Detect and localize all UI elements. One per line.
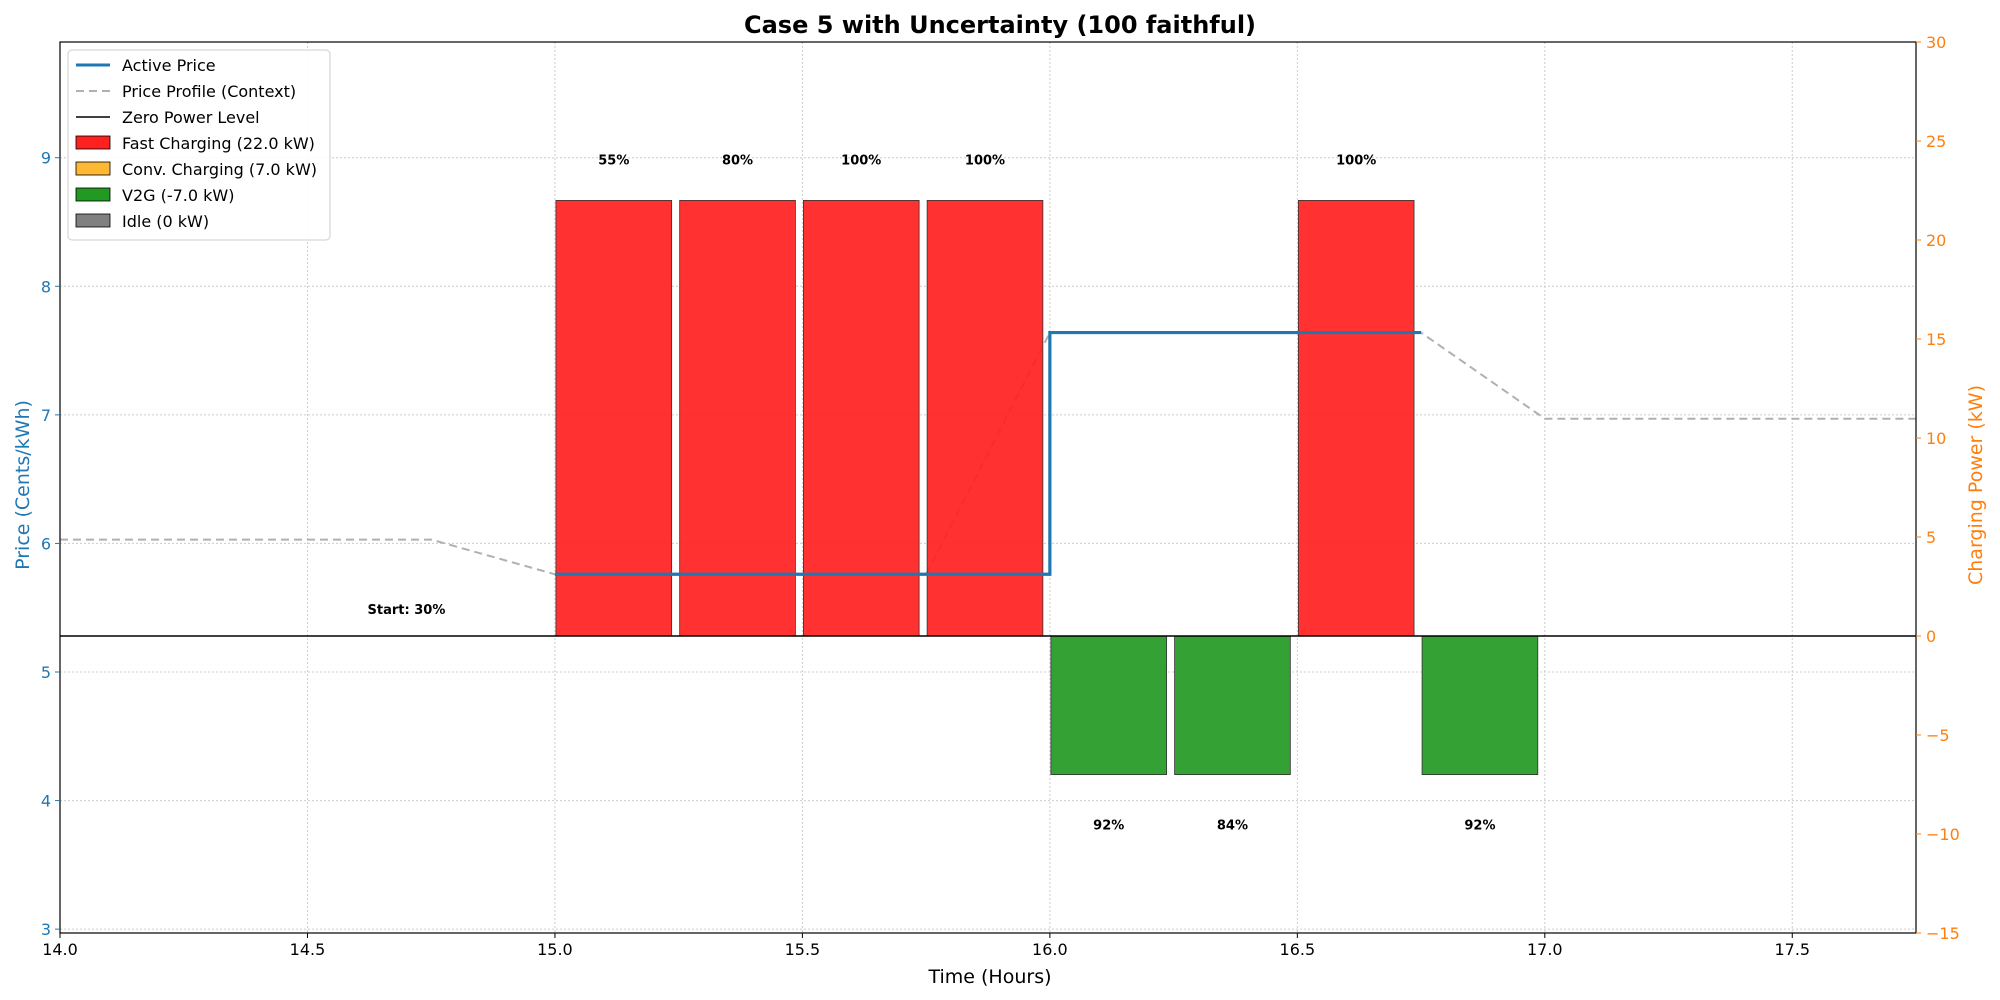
bar-soc-label: 100% [841, 153, 881, 168]
y-axis-label-left: Price (Cents/kWh) [12, 400, 34, 570]
x-tick-label: 14.5 [290, 940, 326, 959]
y-right-tick-label: 20 [1926, 231, 1946, 250]
bar-v2g-7 [1421, 635, 1539, 776]
legend: Active Price Price Profile (Context) Zero … [67, 49, 331, 241]
y-right-tick-label: −10 [1926, 825, 1960, 844]
x-tick-label: 15.5 [785, 940, 821, 959]
legend-label: Conv. Charging (7.0 kW) [122, 160, 317, 179]
y-axis-label-right: Charging Power (kW) [1965, 385, 1987, 585]
y-left-tick-label: 7 [41, 406, 51, 425]
y-left-tick-label: 4 [41, 792, 51, 811]
active-price-layer [554, 330, 1422, 576]
bar-fast-3 [926, 199, 1044, 637]
y-right-tick-label: −15 [1926, 924, 1960, 943]
bar-fast-0 [555, 199, 673, 637]
legend-swatch-patch [75, 213, 111, 228]
x-axis-label: Time (Hours) [927, 966, 1051, 988]
bar-fast-1 [679, 199, 796, 637]
legend-swatch-patch [75, 161, 111, 176]
legend-box [67, 49, 331, 241]
legend-label: V2G (-7.0 kW) [122, 186, 234, 205]
y-left-tick-label: 6 [41, 534, 51, 553]
y-right-tick-label: 30 [1926, 33, 1946, 52]
bar-fast-6 [1297, 199, 1415, 637]
chart-title: Case 5 with Uncertainty (100 faithful) [744, 11, 1256, 39]
legend-swatch-patch [75, 187, 111, 202]
x-tick-label: 16.0 [1032, 940, 1068, 959]
legend-label: Zero Power Level [122, 108, 260, 127]
bar-soc-label: 84% [1217, 819, 1248, 834]
y-right-tick-label: 10 [1926, 429, 1946, 448]
y-right-tick-label: 5 [1926, 528, 1936, 547]
bars-layer [555, 199, 1539, 776]
bar-fast-2 [803, 199, 920, 637]
bar-soc-label: 92% [1093, 819, 1124, 834]
bar-soc-label: 100% [1336, 153, 1376, 168]
y-right-tick-label: 0 [1926, 627, 1936, 646]
legend-swatch-patch [75, 135, 111, 150]
x-tick-label: 15.0 [537, 940, 573, 959]
bar-v2g-4 [1050, 635, 1168, 776]
legend-label: Price Profile (Context) [122, 82, 296, 101]
y-right-tick-label: 25 [1926, 132, 1946, 151]
bar-soc-label: 92% [1464, 819, 1495, 834]
x-tick-label: 17.5 [1774, 940, 1810, 959]
bar-soc-label: 100% [965, 153, 1005, 168]
x-tick-label: 14.0 [42, 940, 78, 959]
plot-frame [59, 41, 1917, 934]
y-right-tick-label: −5 [1926, 726, 1950, 745]
bar-v2g-5 [1174, 635, 1291, 776]
bar-soc-label: 55% [598, 153, 629, 168]
x-tick-label: 16.5 [1280, 940, 1316, 959]
legend-label: Fast Charging (22.0 kW) [122, 134, 315, 153]
legend-label: Idle (0 kW) [122, 212, 209, 231]
y-left-tick-label: 5 [41, 663, 51, 682]
axes-layer: 14.0 14.5 15.0 15.5 16.0 16.5 17.0 17.5 3 4 5 6 7 8 9 −… [41, 33, 1960, 959]
bar-labels-layer: 55% 80% 100% 100% 92% 84% 100% 92% Start: 30% [368, 153, 1496, 833]
y-left-tick-label: 8 [41, 277, 51, 296]
start-annotation: Start: 30% [368, 603, 446, 618]
legend-label: Active Price [122, 56, 216, 75]
y-left-tick-label: 3 [41, 920, 51, 939]
active-price-line [554, 330, 1422, 576]
y-right-tick-label: 15 [1926, 330, 1946, 349]
plot-border [59, 41, 1917, 934]
y-left-tick-label: 9 [41, 149, 51, 168]
x-tick-label: 17.0 [1527, 940, 1563, 959]
bar-soc-label: 80% [722, 153, 753, 168]
